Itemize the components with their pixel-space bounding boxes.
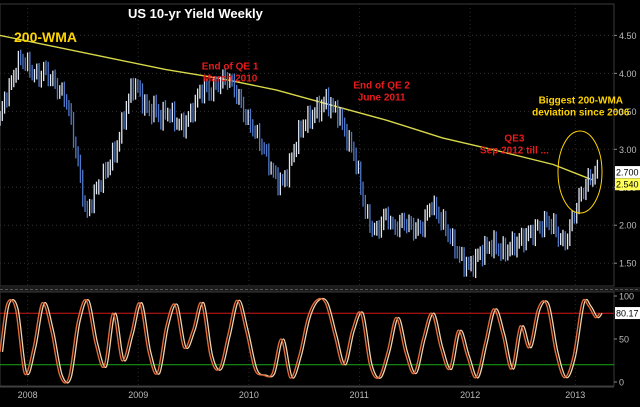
- last-value-text: 2.540: [616, 180, 639, 190]
- oscillator-y-tick-label: 50: [619, 335, 629, 345]
- oscillator-y-tick-label: 0: [619, 378, 624, 388]
- main-panel-frame: [0, 3, 615, 287]
- annotation-qe3: Sep 2012 till ...: [480, 146, 549, 157]
- time-axis-label: 2012: [460, 390, 480, 400]
- time-axis-label: 2008: [18, 390, 38, 400]
- time-axis-label: 2010: [239, 390, 259, 400]
- annotation-qe2: End of QE 2: [353, 81, 410, 92]
- oscillator-layer: [0, 297, 603, 384]
- price-bars-layer: [0, 49, 599, 279]
- annotation-qe1: March 2010: [203, 74, 258, 85]
- annotation-qe1: End of QE 1: [202, 62, 259, 73]
- main-y-tick-label: 1.50: [619, 259, 637, 269]
- time-axis-label: 2009: [128, 390, 148, 400]
- deviation-ellipse: [557, 130, 603, 214]
- annotation-qe2: June 2011: [358, 93, 406, 104]
- annotation-qe3: QE3: [504, 134, 524, 145]
- highlight-layer: [557, 130, 603, 214]
- oscillator-d-line: [1, 297, 603, 384]
- chart-title: US 10-yr Yield Weekly: [128, 6, 264, 21]
- main-y-tick-label: 3.00: [619, 145, 637, 155]
- main-panel-grid: [0, 3, 640, 292]
- time-axis-label: 2011: [350, 390, 369, 400]
- time-axis-label: 2013: [565, 390, 585, 400]
- wma-layer: [0, 34, 593, 181]
- time-axis: 2008 2009 2010 2011 2012 2013: [0, 386, 614, 400]
- main-y-tick-label: 2.00: [619, 221, 637, 231]
- main-y-tick-label: 3.50: [619, 107, 637, 117]
- last-value-badge: [615, 178, 640, 191]
- last-value-text: 2.700: [616, 168, 639, 178]
- oscillator-y-tick-label: 100: [619, 292, 634, 302]
- main-y-tick-label: 4.50: [619, 31, 637, 41]
- axis-labels-layer: 4.504.003.503.002.502.001.502.7002.54010…: [614, 31, 640, 388]
- annotation-deviation: deviation since 2006: [532, 108, 630, 119]
- annotation-deviation: Biggest 200-WMA: [539, 96, 623, 107]
- oscillator-last-badge: [615, 307, 640, 320]
- wma-line: [0, 34, 593, 181]
- oscillator-last-text: 80.17: [616, 309, 639, 319]
- legend-wma-label: 200-WMA: [14, 29, 77, 45]
- oscillator-k-line: [0, 297, 601, 384]
- last-value-badge: [615, 166, 640, 179]
- main-y-tick-label: 4.00: [619, 69, 637, 79]
